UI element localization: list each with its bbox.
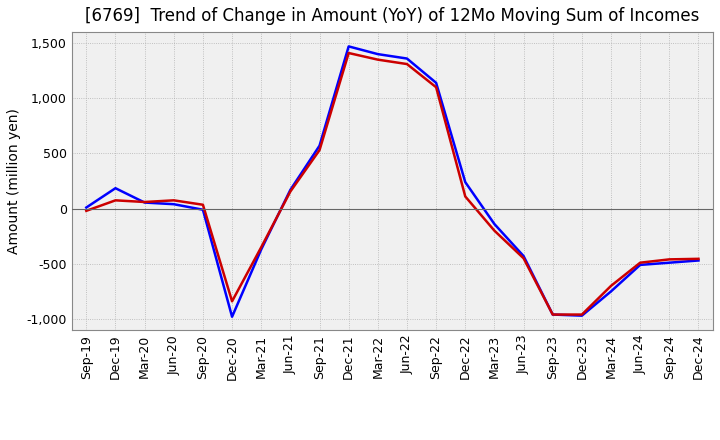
Net Income xyxy=(607,283,616,289)
Ordinary Income xyxy=(344,44,353,49)
Net Income xyxy=(490,228,499,233)
Ordinary Income xyxy=(315,143,324,148)
Ordinary Income xyxy=(636,262,644,268)
Net Income xyxy=(432,84,441,90)
Line: Ordinary Income: Ordinary Income xyxy=(86,46,698,317)
Ordinary Income xyxy=(286,187,294,192)
Ordinary Income xyxy=(432,80,441,85)
Net Income xyxy=(694,256,703,261)
Ordinary Income xyxy=(549,312,557,317)
Title: [6769]  Trend of Change in Amount (YoY) of 12Mo Moving Sum of Incomes: [6769] Trend of Change in Amount (YoY) o… xyxy=(85,7,700,25)
Net Income xyxy=(549,312,557,317)
Ordinary Income xyxy=(199,207,207,213)
Ordinary Income xyxy=(228,314,236,319)
Net Income xyxy=(344,51,353,56)
Ordinary Income xyxy=(519,253,528,259)
Ordinary Income xyxy=(607,289,616,294)
Ordinary Income xyxy=(82,205,91,210)
Net Income xyxy=(286,189,294,194)
Net Income xyxy=(140,199,149,205)
Net Income xyxy=(577,312,586,317)
Ordinary Income xyxy=(490,221,499,227)
Net Income xyxy=(461,194,469,199)
Line: Net Income: Net Income xyxy=(86,53,698,315)
Net Income xyxy=(82,208,91,213)
Net Income xyxy=(665,257,674,262)
Ordinary Income xyxy=(374,51,382,57)
Ordinary Income xyxy=(169,202,178,207)
Ordinary Income xyxy=(111,186,120,191)
Net Income xyxy=(111,198,120,203)
Net Income xyxy=(519,256,528,261)
Net Income xyxy=(374,57,382,62)
Ordinary Income xyxy=(694,258,703,263)
Net Income xyxy=(169,198,178,203)
Ordinary Income xyxy=(461,180,469,185)
Net Income xyxy=(315,147,324,153)
Ordinary Income xyxy=(140,200,149,205)
Ordinary Income xyxy=(257,247,266,252)
Ordinary Income xyxy=(577,313,586,318)
Ordinary Income xyxy=(665,260,674,265)
Net Income xyxy=(257,245,266,250)
Net Income xyxy=(636,260,644,265)
Y-axis label: Amount (million yen): Amount (million yen) xyxy=(7,108,21,254)
Ordinary Income xyxy=(402,56,411,61)
Net Income xyxy=(228,299,236,304)
Net Income xyxy=(402,62,411,67)
Net Income xyxy=(199,202,207,207)
